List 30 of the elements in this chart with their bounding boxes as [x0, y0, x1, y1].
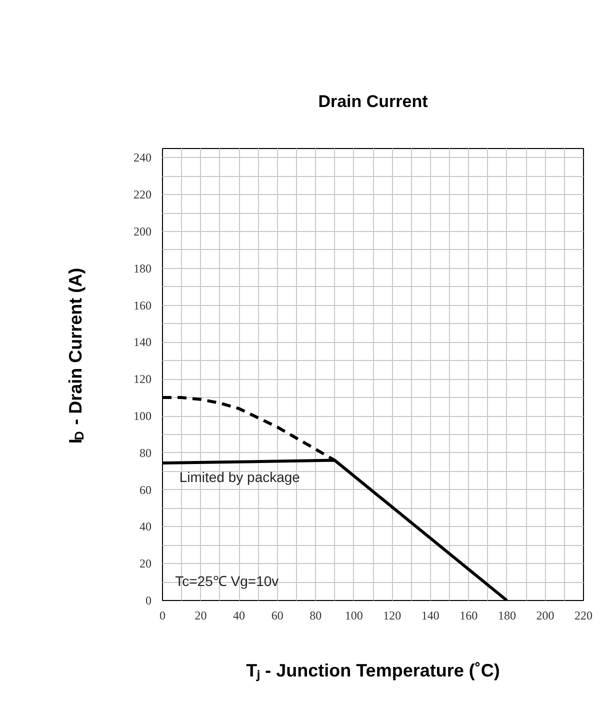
- x-tick-label: 200: [536, 608, 554, 622]
- y-tick-label: 240: [134, 150, 152, 165]
- y-tick-label: 100: [134, 409, 152, 424]
- y-tick-label: 140: [134, 335, 152, 350]
- x-tick-label: 140: [421, 608, 440, 622]
- annotation: Limited by package: [179, 469, 300, 486]
- x-tick-label: 120: [383, 608, 402, 622]
- x-tick-label: 0: [160, 608, 166, 622]
- x-tick-label: 60: [271, 608, 284, 622]
- annotation: Tc=25℃ Vg=10v: [175, 573, 279, 590]
- x-tick-label: 180: [498, 608, 516, 622]
- x-tick-label: 20: [194, 608, 207, 622]
- y-tick-label: 80: [140, 446, 152, 460]
- x-axis-title: Tⱼ - Junction Temperature (˚C): [246, 660, 500, 682]
- y-tick-label: 120: [134, 372, 152, 386]
- x-tick-label: 40: [233, 608, 246, 622]
- y-tick-label: 200: [134, 224, 152, 239]
- y-tick-label: 20: [140, 556, 152, 571]
- y-axis-title: ID - Drain Current (A): [66, 268, 86, 444]
- x-tick-label: 220: [574, 608, 592, 622]
- y-tick-label: 160: [134, 298, 152, 312]
- y-tick-label: 0: [146, 594, 152, 608]
- x-tick-label: 80: [310, 608, 322, 622]
- x-tick-label: 160: [460, 608, 478, 622]
- y-tick-label: 60: [140, 482, 152, 497]
- x-tick-label: 100: [344, 608, 363, 622]
- chart-title: Drain Current: [318, 92, 428, 111]
- y-tick-label: 180: [134, 261, 152, 276]
- y-tick-label: 220: [134, 188, 152, 202]
- y-tick-label: 40: [140, 520, 152, 534]
